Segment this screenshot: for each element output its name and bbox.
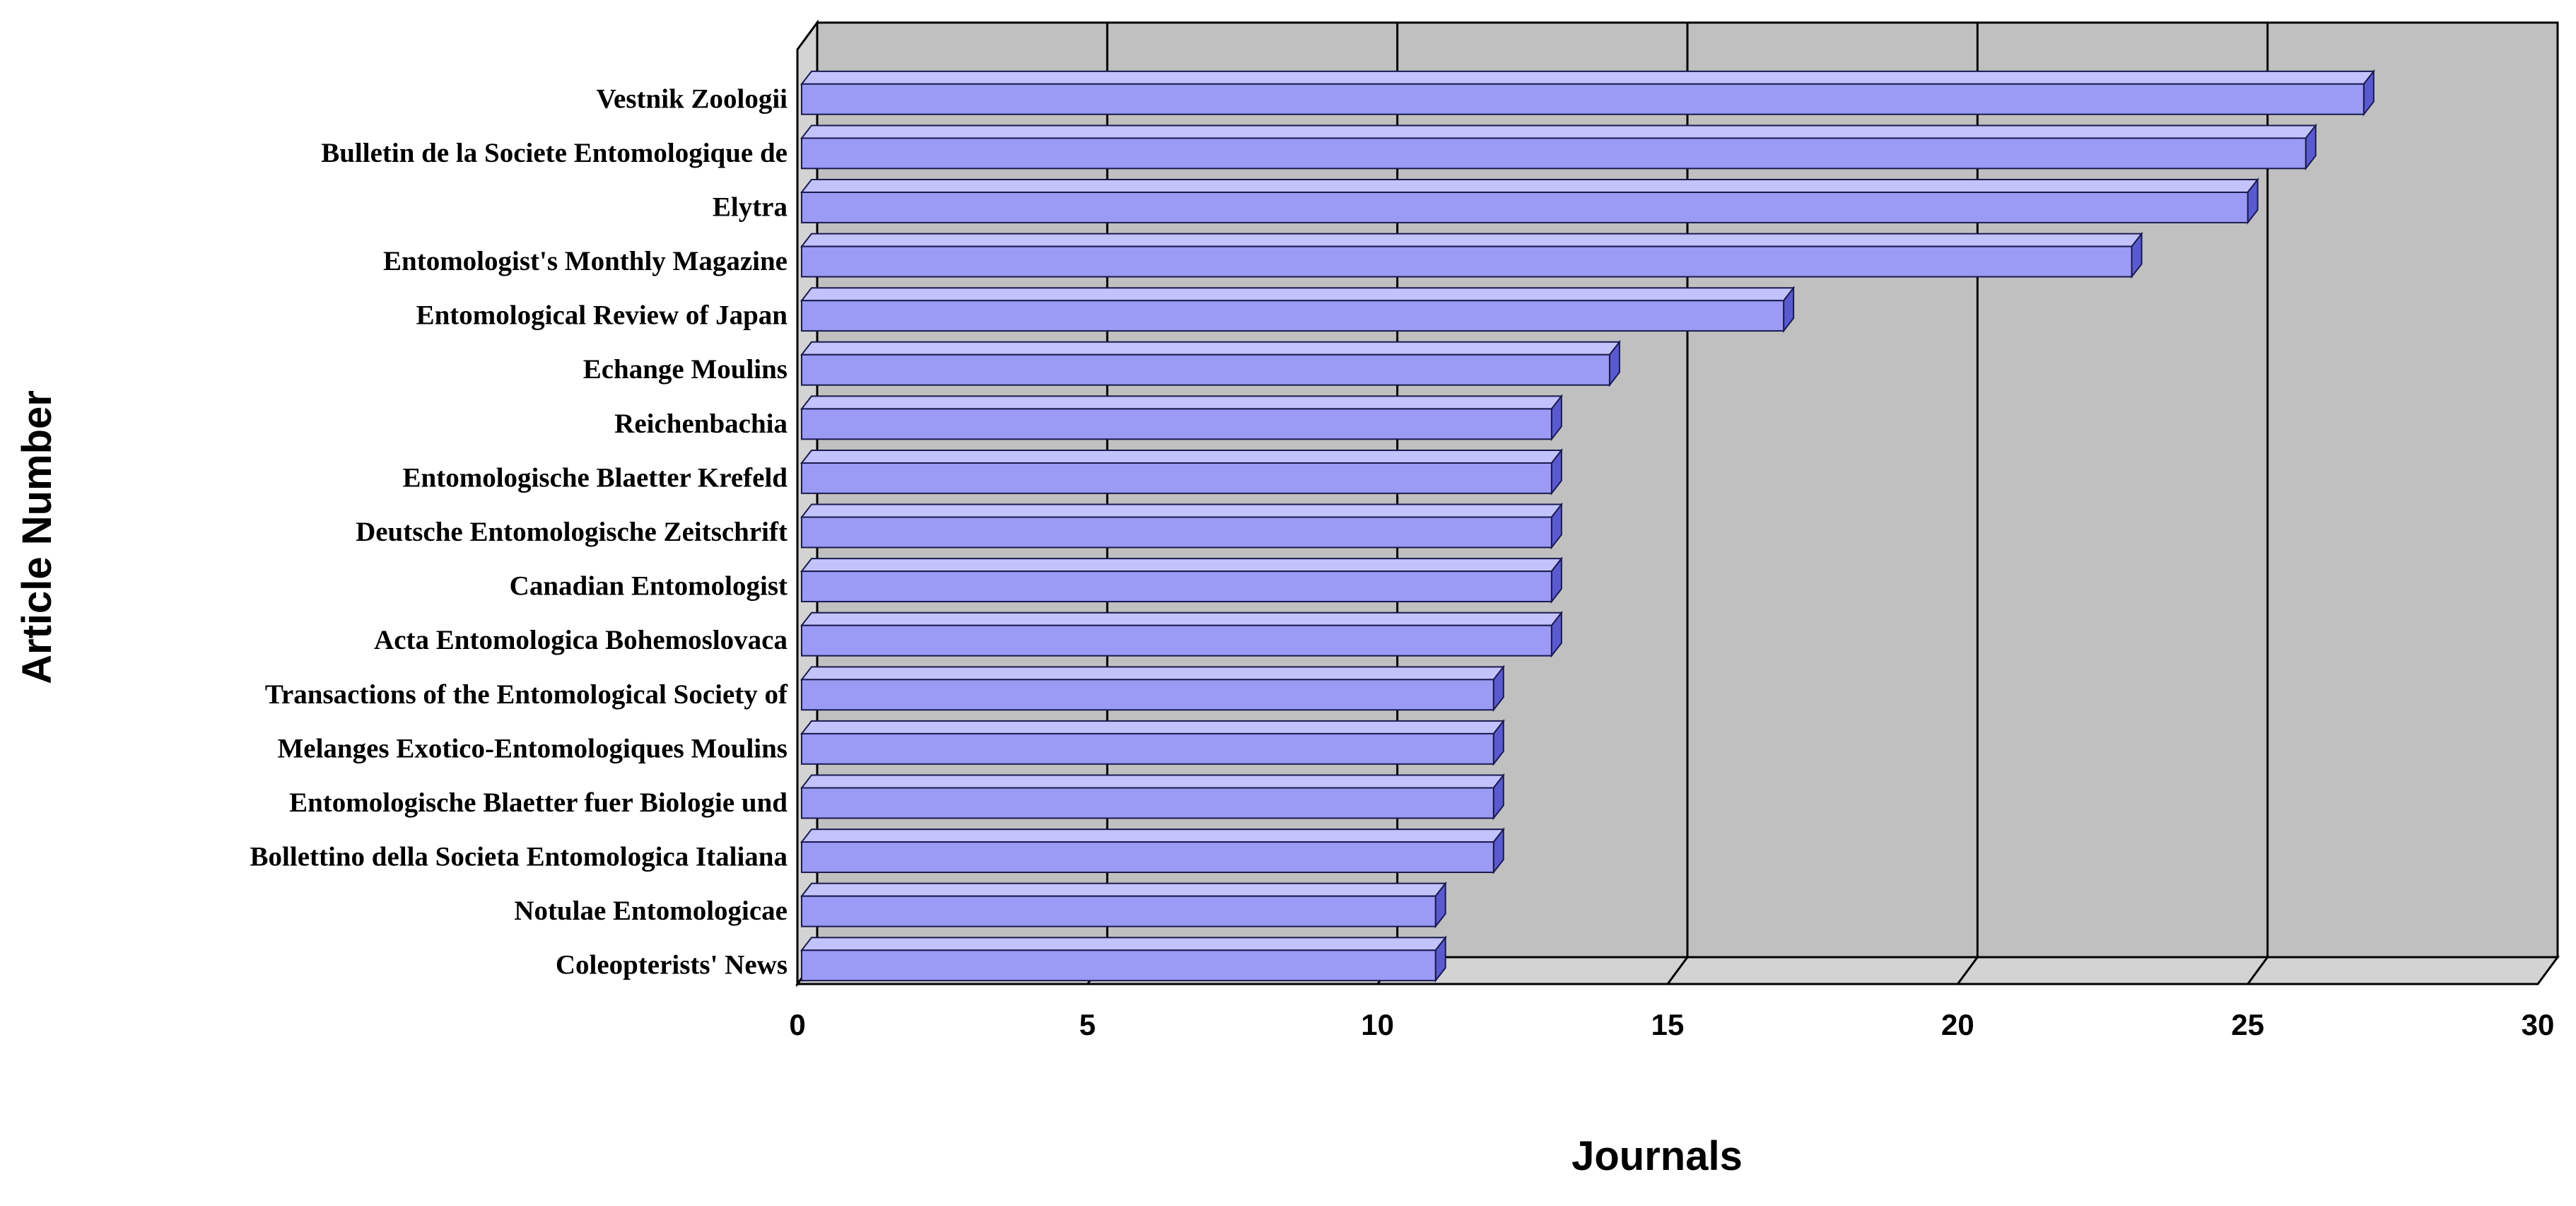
category-label: Deutsche Entomologische Zeitschrift — [356, 517, 788, 547]
bar-top — [800, 882, 1447, 897]
bar — [801, 895, 1436, 927]
bar-top — [800, 70, 2375, 85]
category-label: Coleopterists' News — [556, 950, 788, 980]
category-label: Melanges Exotico-Entomologiques Moulins — [277, 733, 788, 763]
bar-top — [800, 124, 2317, 139]
bar-top — [800, 774, 1505, 789]
bar — [801, 137, 2307, 170]
category-label: Entomologische Blaetter Krefeld — [403, 462, 788, 493]
bar — [801, 570, 1552, 603]
gridline-floor — [1957, 956, 1979, 985]
bar-top — [800, 720, 1505, 734]
y-axis-title: Article Number — [14, 390, 60, 684]
category-label: Bollettino della Societa Entomologica It… — [250, 842, 788, 872]
bar — [801, 192, 2249, 223]
bar — [801, 83, 2365, 115]
bar-top — [800, 287, 1796, 302]
bar — [801, 841, 1494, 873]
x-tick-label: 15 — [1651, 1008, 1685, 1041]
bar — [801, 353, 1610, 386]
bar — [801, 462, 1552, 494]
category-label: Entomologische Blaetter fuer Biologie un… — [289, 788, 788, 818]
x-tick-label: 10 — [1361, 1008, 1394, 1041]
bar-top — [800, 937, 1447, 952]
category-label: Transactions of the Entomological Societ… — [265, 679, 788, 710]
category-label: Entomological Review of Japan — [416, 300, 788, 331]
bar — [801, 679, 1494, 711]
category-label: Notulae Entomologicae — [514, 896, 788, 926]
x-tick-labels: 0 5 10 15 20 25 30 — [789, 1008, 2554, 1041]
x-tick-label: 5 — [1079, 1008, 1096, 1041]
x-axis-title: Journals — [1571, 1133, 1743, 1179]
x-tick-label: 30 — [2522, 1008, 2555, 1041]
bar-top — [800, 233, 2143, 247]
category-label: Acta Entomologica Bohemoslovaca — [374, 625, 788, 655]
bar-top — [800, 341, 1621, 356]
bar-top — [800, 558, 1563, 573]
category-label: Entomologist's Monthly Magazine — [383, 246, 788, 276]
bar-top — [800, 179, 2259, 194]
x-tick-label: 0 — [789, 1008, 805, 1041]
category-label: Vestnik Zoologii — [596, 83, 788, 114]
category-label: Canadian Entomologist — [510, 571, 788, 602]
bar — [801, 787, 1494, 819]
bar-top — [800, 395, 1563, 410]
bars — [800, 69, 2375, 983]
category-label: Reichenbachia — [614, 409, 788, 439]
x-tick-label: 25 — [2231, 1008, 2264, 1041]
category-label: Echange Moulins — [583, 354, 788, 385]
bar — [801, 732, 1494, 765]
category-labels: Vestnik Zoologii Bulletin de la Societe E… — [250, 83, 788, 980]
bar-top — [800, 449, 1563, 464]
bar-top — [800, 503, 1563, 518]
bar-top — [800, 611, 1563, 626]
bar — [801, 300, 1785, 332]
gridline-floor — [1666, 956, 1689, 985]
bar-top — [800, 666, 1505, 681]
bar — [801, 624, 1552, 657]
category-label: Elytra — [713, 192, 788, 222]
bar — [801, 408, 1552, 440]
bar — [801, 949, 1436, 982]
category-label: Bulletin de la Societe Entomologique de — [321, 138, 788, 168]
bar — [801, 245, 2133, 278]
bar-top — [800, 829, 1505, 843]
x-tick-label: 20 — [1941, 1008, 1974, 1041]
bar — [801, 516, 1552, 549]
gridline-floor — [2247, 956, 2268, 985]
